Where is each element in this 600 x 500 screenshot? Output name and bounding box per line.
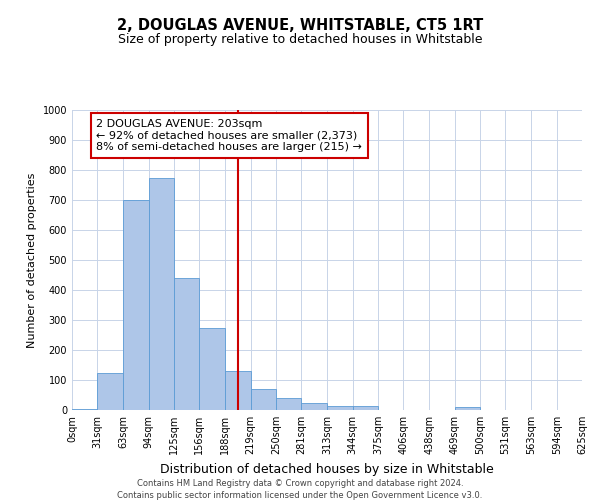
- Text: Size of property relative to detached houses in Whitstable: Size of property relative to detached ho…: [118, 32, 482, 46]
- Text: Contains HM Land Registry data © Crown copyright and database right 2024.: Contains HM Land Registry data © Crown c…: [137, 479, 463, 488]
- Bar: [251, 389, 276, 410]
- Bar: [276, 398, 301, 410]
- Text: Contains public sector information licensed under the Open Government Licence v3: Contains public sector information licen…: [118, 491, 482, 500]
- Bar: [328, 406, 353, 410]
- Bar: [226, 371, 251, 410]
- Bar: [353, 406, 378, 410]
- Bar: [174, 278, 199, 410]
- Bar: [301, 404, 328, 410]
- Bar: [199, 328, 226, 410]
- Bar: [149, 178, 174, 410]
- Y-axis label: Number of detached properties: Number of detached properties: [27, 172, 37, 348]
- Text: 2, DOUGLAS AVENUE, WHITSTABLE, CT5 1RT: 2, DOUGLAS AVENUE, WHITSTABLE, CT5 1RT: [117, 18, 483, 32]
- Text: 2 DOUGLAS AVENUE: 203sqm
← 92% of detached houses are smaller (2,373)
8% of semi: 2 DOUGLAS AVENUE: 203sqm ← 92% of detach…: [97, 119, 362, 152]
- Bar: [72, 408, 97, 410]
- Bar: [97, 372, 124, 410]
- Bar: [455, 407, 480, 410]
- X-axis label: Distribution of detached houses by size in Whitstable: Distribution of detached houses by size …: [160, 462, 494, 475]
- Bar: [124, 200, 149, 410]
